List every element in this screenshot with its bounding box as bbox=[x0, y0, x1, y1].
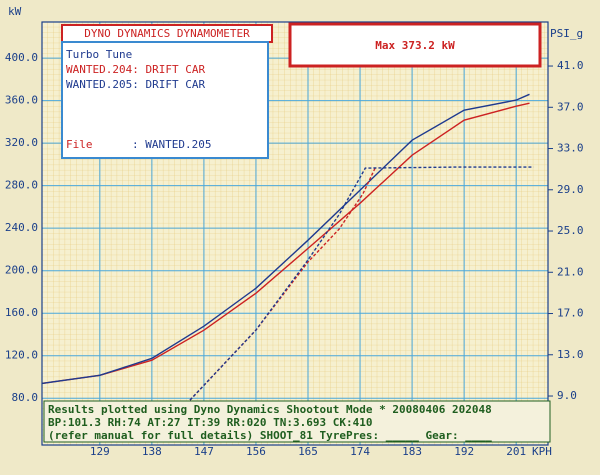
subtitle: Turbo Tune bbox=[66, 48, 132, 61]
x-tick-label: 192 bbox=[454, 445, 474, 458]
y2-tick-label: 29.0 bbox=[557, 183, 584, 196]
y2-tick-label: 37.0 bbox=[557, 100, 584, 113]
y-tick-label: 240.0 bbox=[5, 221, 38, 234]
y-tick-label: 320.0 bbox=[5, 136, 38, 149]
x-axis-label: KPH bbox=[532, 445, 552, 458]
y-tick-label: 400.0 bbox=[5, 51, 38, 64]
y-tick-label: 80.0 bbox=[12, 391, 39, 404]
max-label: Max 373.2 kW bbox=[375, 39, 455, 52]
y-tick-label: 120.0 bbox=[5, 349, 38, 362]
y-axis-label: kW bbox=[8, 5, 22, 18]
plot-border bbox=[41, 21, 549, 446]
power-line bbox=[41, 102, 530, 385]
max-box bbox=[288, 22, 542, 68]
y2-tick-label: 17.0 bbox=[557, 307, 584, 320]
legend-entry: WANTED.204: DRIFT CAR bbox=[66, 63, 205, 76]
x-tick-label: 156 bbox=[246, 445, 266, 458]
y-tick-label: 160.0 bbox=[5, 306, 38, 319]
y-tick-label: 200.0 bbox=[5, 264, 38, 277]
file-value: : WANTED.205 bbox=[132, 138, 211, 151]
boost-line bbox=[189, 166, 534, 401]
x-tick-label: 174 bbox=[350, 445, 370, 458]
notes-box bbox=[43, 400, 551, 443]
y2-tick-label: 41.0 bbox=[557, 59, 584, 72]
y2-tick-label: 25.0 bbox=[557, 224, 584, 237]
x-tick-label: 147 bbox=[194, 445, 214, 458]
note: BP:101.3 RH:74 AT:27 IT:39 RR:020 TN:3.6… bbox=[48, 416, 373, 429]
x-tick-label: 165 bbox=[298, 445, 318, 458]
lines bbox=[41, 93, 534, 401]
x-tick-label: 201 bbox=[506, 445, 526, 458]
y2-axis-label: PSI_g bbox=[550, 27, 583, 40]
power-line bbox=[41, 93, 530, 385]
y2-tick-label: 13.0 bbox=[557, 348, 584, 361]
file-label: File bbox=[66, 138, 93, 151]
legend-entry: WANTED.205: DRIFT CAR bbox=[66, 78, 205, 91]
x-tick-label: 129 bbox=[90, 445, 110, 458]
x-tick-label: 138 bbox=[142, 445, 162, 458]
note: Results plotted using Dyno Dynamics Shoo… bbox=[48, 403, 492, 416]
y-tick-label: 280.0 bbox=[5, 179, 38, 192]
y-tick-label: 360.0 bbox=[5, 94, 38, 107]
legend-box bbox=[61, 41, 269, 159]
y2-tick-label: 9.0 bbox=[557, 389, 577, 402]
header: DYNO DYNAMICS DYNAMOMETER bbox=[84, 27, 250, 40]
note: (refer manual for full details) SHOOT_81… bbox=[48, 429, 492, 442]
x-tick-label: 183 bbox=[402, 445, 422, 458]
y2-tick-label: 33.0 bbox=[557, 142, 584, 155]
y2-tick-label: 21.0 bbox=[557, 265, 584, 278]
